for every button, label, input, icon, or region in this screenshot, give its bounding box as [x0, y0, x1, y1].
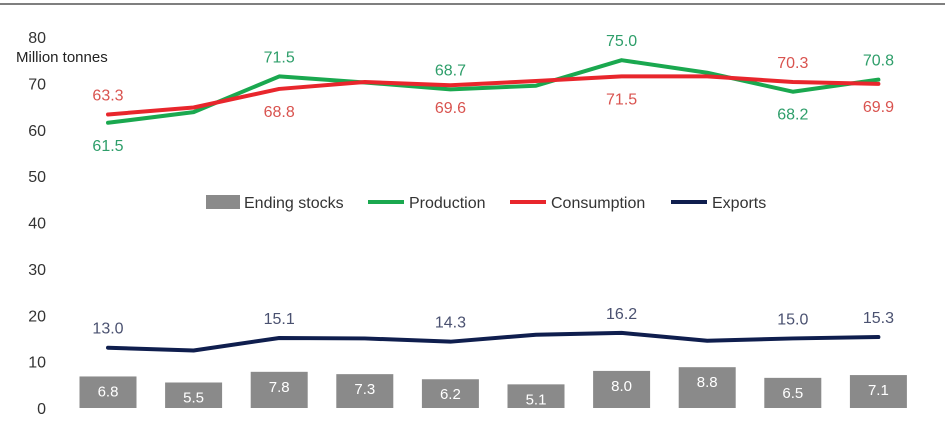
legend-label-production: Production	[409, 195, 486, 212]
y-tick-label: 10	[28, 355, 46, 372]
data-label-consumption: 69.9	[863, 99, 894, 116]
y-tick-label: 40	[28, 216, 46, 233]
data-label-production: 75.0	[606, 33, 637, 50]
legend: Ending stocks Production Consumption Export…	[206, 195, 766, 212]
legend-label-exports: Exports	[712, 195, 766, 212]
bar-ending_stocks	[421, 379, 479, 408]
bar-ending_stocks	[165, 382, 223, 408]
y-tick-label: 50	[28, 169, 46, 186]
bar-ending_stocks	[678, 367, 736, 408]
bar-label: 7.1	[868, 382, 889, 399]
y-tick-label: 80	[28, 30, 46, 47]
bar-label: 5.1	[526, 391, 547, 408]
data-label-exports: 15.1	[264, 311, 295, 328]
data-label-production: 71.5	[264, 49, 295, 66]
data-label-production: 68.7	[435, 62, 466, 79]
ending-stocks-bars	[79, 367, 907, 408]
y-tick-label: 70	[28, 76, 46, 93]
bar-label: 5.5	[183, 389, 204, 406]
y-tick-label: 20	[28, 308, 46, 325]
bar-ending_stocks	[593, 370, 651, 408]
legend-label-ending_stocks: Ending stocks	[244, 195, 344, 212]
data-label-consumption: 63.3	[92, 87, 123, 104]
data-label-consumption: 70.3	[777, 55, 808, 72]
bar-label: 7.8	[269, 379, 290, 396]
data-label-exports: 15.3	[863, 310, 894, 327]
bar-ending_stocks	[507, 384, 565, 408]
bar-ending_stocks	[336, 374, 394, 408]
bar-label: 8.8	[697, 374, 718, 391]
y-tick-label: 60	[28, 123, 46, 140]
legend-label-consumption: Consumption	[551, 195, 645, 212]
legend-swatch-ending_stocks	[206, 195, 240, 209]
data-label-production: 68.2	[777, 107, 808, 124]
bar-ending_stocks	[79, 376, 137, 408]
bar-label: 7.3	[354, 381, 375, 398]
data-label-consumption: 69.6	[435, 100, 466, 117]
line-exports	[106, 330, 881, 353]
y-axis-label: Million tonnes	[16, 49, 108, 66]
data-label-exports: 16.2	[606, 306, 637, 323]
data-label-production: 70.8	[863, 53, 894, 70]
series-lines	[106, 58, 881, 353]
data-label-exports: 13.0	[92, 321, 123, 338]
data-labels: 6.8 5.5 7.8 7.3 6.2 5.1 8.0 8.8 6.5 7.1 61.5 71.5 68…	[92, 33, 894, 408]
bar-label: 6.5	[782, 385, 803, 402]
line-production	[106, 58, 881, 125]
bar-label: 6.2	[440, 386, 461, 403]
data-label-production: 61.5	[92, 138, 123, 155]
data-label-exports: 15.0	[777, 311, 808, 328]
y-tick-label: 0	[37, 401, 46, 418]
y-tick-label: 30	[28, 262, 46, 279]
line-consumption	[106, 74, 881, 117]
bar-ending_stocks	[849, 375, 907, 408]
data-label-consumption: 68.8	[264, 104, 295, 121]
bar-ending_stocks	[250, 371, 308, 408]
bar-label: 6.8	[98, 383, 119, 400]
bar-ending_stocks	[764, 377, 822, 408]
bar-label: 8.0	[611, 378, 632, 395]
data-label-consumption: 71.5	[606, 91, 637, 108]
data-label-exports: 14.3	[435, 315, 466, 332]
y-axis-ticks: 0 10 20 30 40 50 60 70 80	[28, 30, 46, 418]
